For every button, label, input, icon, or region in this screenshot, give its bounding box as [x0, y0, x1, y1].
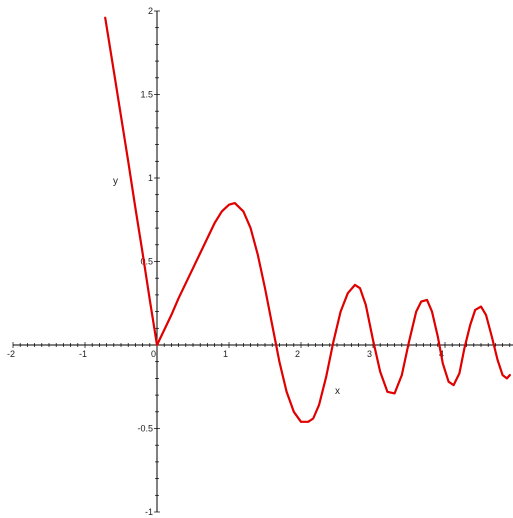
x-tick-label: 2	[295, 349, 300, 359]
x-tick-label: -1	[79, 349, 87, 359]
y-tick-label: 1	[148, 173, 153, 183]
y-axis-label: y	[113, 176, 118, 187]
x-axis-label: x	[335, 386, 340, 397]
x-tick-label: 1	[223, 349, 228, 359]
y-tick-label: 0.5	[140, 257, 153, 267]
y-tick-label: 2	[148, 6, 153, 16]
series-layer	[104, 16, 511, 423]
y-tick-label: 1.5	[140, 90, 153, 100]
x-tick-label: 3	[367, 349, 372, 359]
y-tick-label: -1	[145, 507, 153, 517]
x-tick-label: -2	[7, 349, 15, 359]
ticks: -2 -1 0 1 2 3 4-1-0.50.511.52	[7, 6, 511, 517]
series-line	[104, 16, 511, 423]
axes	[13, 11, 513, 512]
x-tick-label: 0	[151, 349, 156, 359]
y-tick-label: -0.5	[137, 424, 153, 434]
